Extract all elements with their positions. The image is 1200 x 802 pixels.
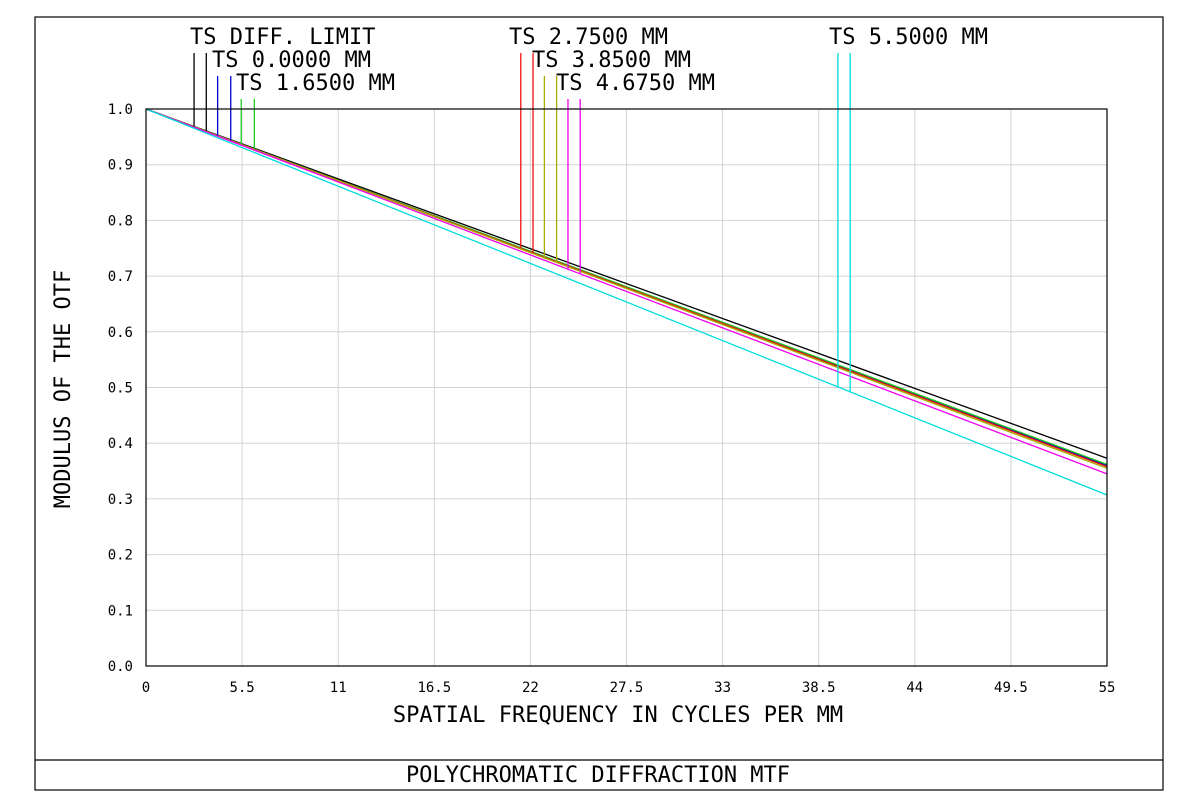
y-axis-label: MODULUS OF THE OTF (51, 270, 76, 508)
y-tick-label: 0.7 (108, 269, 133, 285)
y-tick-label: 0.5 (108, 381, 133, 397)
x-tick-label: 33 (714, 680, 731, 696)
x-tick-label: 16.5 (417, 680, 451, 696)
legend-label: TS 3.8500 MM (532, 48, 691, 73)
x-tick-label: 44 (906, 680, 923, 696)
y-tick-label: 0.2 (108, 548, 133, 564)
y-tick-label: 0.4 (108, 436, 133, 452)
y-tick-label: 0.0 (108, 659, 133, 675)
y-tick-label: 0.1 (108, 603, 133, 619)
legend-label: TS 5.5000 MM (829, 25, 988, 50)
outer-frame (34, 16, 1164, 791)
legend-label: TS 1.6500 MM (236, 71, 395, 96)
y-tick-label: 0.6 (108, 325, 133, 341)
legend-label: TS DIFF. LIMIT (190, 25, 375, 50)
x-axis-label: SPATIAL FREQUENCY IN CYCLES PER MM (393, 703, 843, 728)
series-line (145, 108, 1108, 459)
x-tick-label: 0 (142, 680, 150, 696)
x-tick-label: 38.5 (802, 680, 836, 696)
x-tick-label: 11 (330, 680, 347, 696)
chart-title: POLYCHROMATIC DIFFRACTION MTF (406, 763, 790, 788)
series-line (145, 108, 1108, 475)
x-tick-labels: 0 5.5 11 16.5 22 27.5 33 38.5 44 49.5 55 (142, 680, 1116, 696)
y-tick-label: 0.9 (108, 158, 133, 174)
y-tick-label: 1.0 (108, 102, 133, 118)
x-tick-label: 27.5 (610, 680, 644, 696)
grid (145, 108, 1108, 667)
y-tick-label: 0.3 (108, 492, 133, 508)
series-line (145, 108, 1108, 469)
x-tick-label: 5.5 (229, 680, 254, 696)
y-tick-labels: 0.0 0.1 0.2 0.3 0.4 0.5 0.6 0.7 0.8 0.9 1.0 (108, 102, 133, 675)
legend-label: TS 0.0000 MM (212, 48, 371, 73)
legend-label: TS 2.7500 MM (509, 25, 668, 50)
x-tick-label: 22 (522, 680, 539, 696)
series-line (145, 108, 1108, 496)
plot-border (145, 108, 1108, 667)
x-tick-label: 55 (1099, 680, 1116, 696)
x-tick-label: 49.5 (994, 680, 1028, 696)
series-lines (145, 108, 1108, 496)
y-tick-label: 0.8 (108, 213, 133, 229)
legend-label: TS 4.6750 MM (556, 71, 715, 96)
